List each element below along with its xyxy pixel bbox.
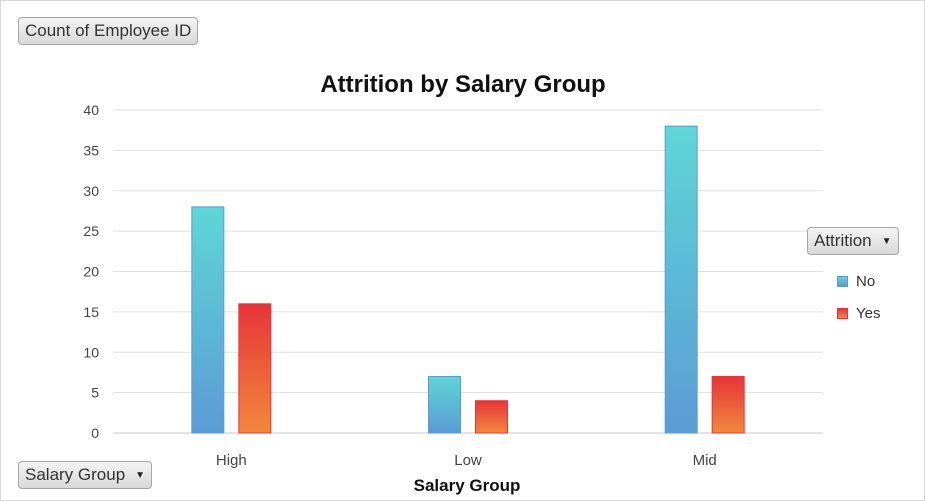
bar-no-high [191,206,225,434]
legend-field-label: Attrition [814,231,872,250]
bar-yes-high [238,303,272,434]
y-tick-label: 5 [91,385,99,401]
x-axis-ticks: High Low Mid [216,452,717,469]
dropdown-arrow-icon: ▼ [881,235,892,247]
bar-yes-low [475,400,508,434]
legend-item-no[interactable]: No [837,265,880,297]
dropdown-arrow-icon: ▼ [135,469,146,481]
value-field-label: Count of Employee ID [25,21,192,40]
legend-field-button[interactable]: Attrition ▼ [807,227,899,255]
y-tick-label: 35 [83,142,99,158]
legend: No Yes [837,265,880,329]
x-tick-label: High [216,452,247,469]
y-tick-label: 15 [83,304,99,320]
value-field-button[interactable]: Count of Employee ID [18,17,199,45]
y-tick-label: 0 [91,425,99,441]
legend-swatch-yes [837,307,848,319]
y-tick-label: 20 [83,264,99,280]
legend-swatch-no [837,275,848,287]
y-tick-label: 30 [83,183,99,199]
legend-label-no: No [856,272,876,290]
legend-label-yes: Yes [856,304,881,322]
bars [191,125,745,434]
gridlines [113,109,823,434]
axis-field-button[interactable]: Salary Group ▼ [18,461,153,489]
y-axis-ticks: 0 5 10 15 20 25 30 35 40 [83,102,99,441]
x-axis-title: Salary Group [414,476,521,495]
y-tick-label: 40 [83,102,99,118]
axis-field-label: Salary Group [25,465,126,484]
bar-no-low [428,375,461,434]
x-tick-label: Mid [693,452,717,469]
x-tick-label: Low [454,452,482,469]
bar-no-mid [664,125,698,434]
legend-item-yes[interactable]: Yes [837,297,880,329]
y-tick-label: 25 [83,223,99,239]
chart-title: Attrition by Salary Group [320,71,605,98]
y-tick-label: 10 [83,344,99,360]
bar-yes-mid [711,375,745,434]
